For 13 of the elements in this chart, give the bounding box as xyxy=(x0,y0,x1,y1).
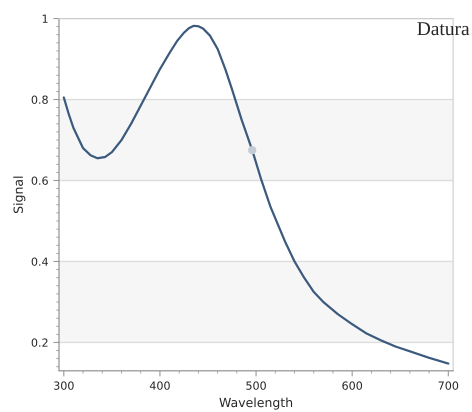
x-tick-label: 300 xyxy=(54,381,74,390)
y-tick-label: 1 xyxy=(42,14,48,23)
y-tick-label: 0.8 xyxy=(32,95,48,104)
y-tick-label: 0.6 xyxy=(32,176,48,185)
y-tick-label: 0.2 xyxy=(32,338,48,347)
y-tick-label: 0.4 xyxy=(32,257,48,266)
x-tick-label: 500 xyxy=(246,381,266,390)
annotation: Datura xyxy=(417,22,470,36)
x-tick-label: 600 xyxy=(342,381,362,390)
y-axis-title: Signal xyxy=(13,176,26,214)
x-tick-label: 700 xyxy=(438,381,458,390)
x-tick-label: 400 xyxy=(150,381,170,390)
x-axis-title: Wavelength xyxy=(219,398,292,410)
